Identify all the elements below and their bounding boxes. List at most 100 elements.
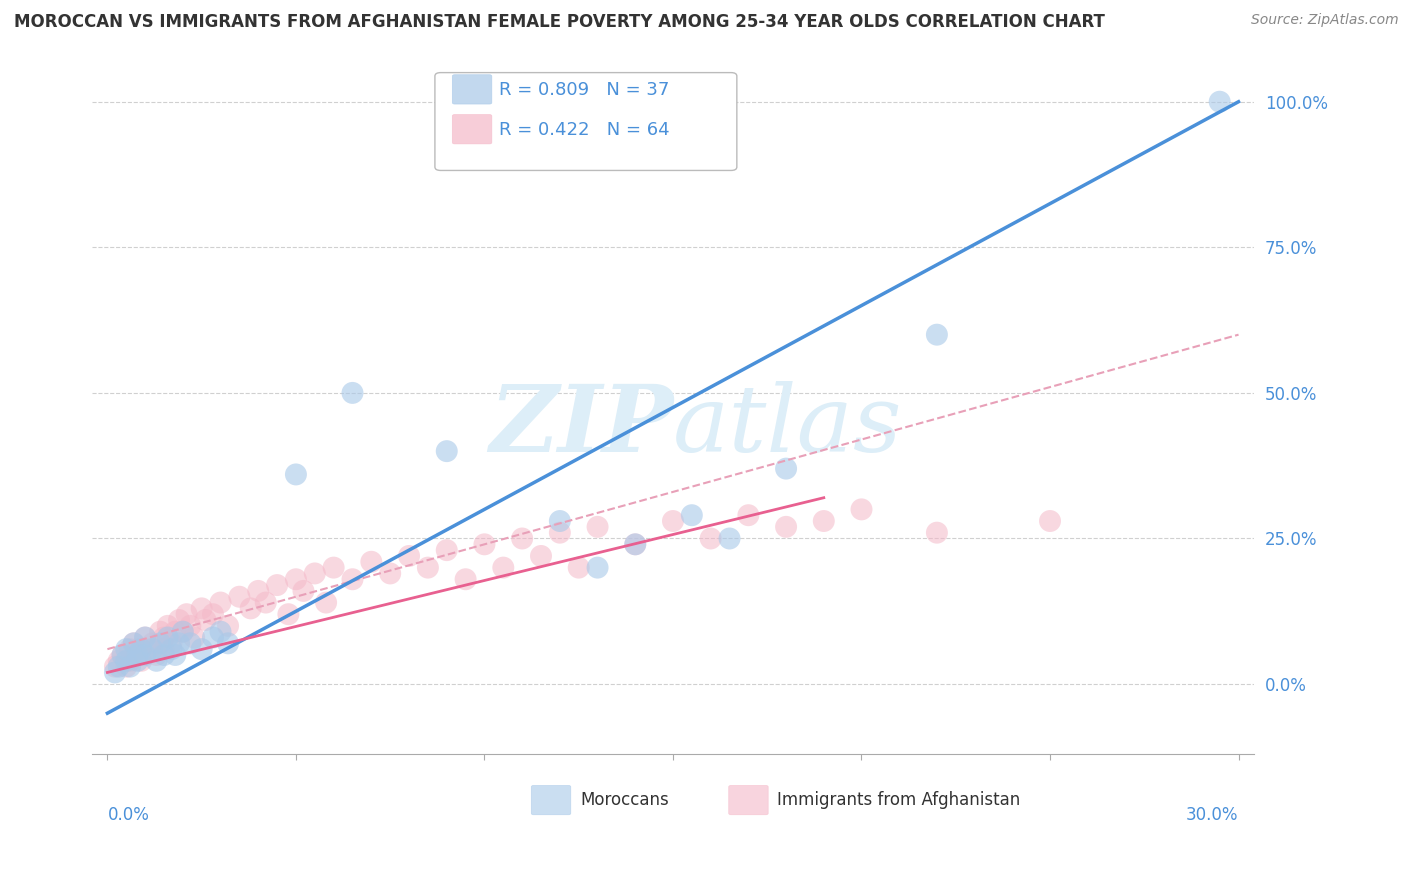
Point <box>925 327 948 342</box>
Point <box>134 631 156 645</box>
Text: R = 0.422   N = 64: R = 0.422 N = 64 <box>499 121 669 139</box>
FancyBboxPatch shape <box>531 786 571 814</box>
Point <box>510 532 533 546</box>
Point <box>165 624 187 639</box>
Point <box>111 648 134 662</box>
Point <box>360 555 382 569</box>
Point <box>681 508 703 523</box>
Text: 30.0%: 30.0% <box>1187 806 1239 824</box>
Point <box>1039 514 1062 528</box>
Point <box>167 636 190 650</box>
Point <box>548 514 571 528</box>
Point <box>107 659 129 673</box>
Point <box>134 648 156 662</box>
Point <box>172 624 194 639</box>
Text: Moroccans: Moroccans <box>581 791 669 809</box>
Point <box>118 654 141 668</box>
Point <box>201 607 224 622</box>
Point <box>111 648 134 662</box>
Point <box>165 648 187 662</box>
Point <box>586 520 609 534</box>
Point <box>172 624 194 639</box>
Point <box>142 636 165 650</box>
Text: Immigrants from Afghanistan: Immigrants from Afghanistan <box>778 791 1021 809</box>
Point <box>153 648 176 662</box>
Point <box>115 642 138 657</box>
Point <box>156 619 179 633</box>
Point <box>315 596 337 610</box>
Text: MOROCCAN VS IMMIGRANTS FROM AFGHANISTAN FEMALE POVERTY AMONG 25-34 YEAR OLDS COR: MOROCCAN VS IMMIGRANTS FROM AFGHANISTAN … <box>14 13 1105 31</box>
Point <box>813 514 835 528</box>
Point <box>115 654 138 668</box>
Point <box>127 648 149 662</box>
Point <box>160 636 183 650</box>
Text: Source: ZipAtlas.com: Source: ZipAtlas.com <box>1251 13 1399 28</box>
Point <box>127 642 149 657</box>
Point <box>737 508 759 523</box>
Point <box>416 560 439 574</box>
Point <box>127 654 149 668</box>
Point <box>190 601 212 615</box>
Point <box>183 631 205 645</box>
Point <box>380 566 402 581</box>
Point <box>131 654 153 668</box>
Point <box>718 532 741 546</box>
Point <box>107 654 129 668</box>
Point <box>122 636 145 650</box>
Point <box>142 642 165 657</box>
Point <box>699 532 721 546</box>
Point <box>342 385 364 400</box>
Point <box>436 543 458 558</box>
Point <box>190 642 212 657</box>
Point <box>149 636 172 650</box>
Point <box>239 601 262 615</box>
Point <box>131 642 153 657</box>
Point <box>179 619 201 633</box>
FancyBboxPatch shape <box>434 72 737 170</box>
Text: R = 0.809   N = 37: R = 0.809 N = 37 <box>499 81 669 99</box>
Point <box>104 659 127 673</box>
Text: 0.0%: 0.0% <box>107 806 149 824</box>
Point <box>138 642 160 657</box>
Point <box>454 572 477 586</box>
Point <box>153 642 176 657</box>
Point <box>217 636 239 650</box>
Point <box>624 537 647 551</box>
Point <box>662 514 685 528</box>
Point <box>775 461 797 475</box>
Point <box>266 578 288 592</box>
FancyBboxPatch shape <box>453 114 492 144</box>
Point <box>342 572 364 586</box>
Point <box>228 590 250 604</box>
Point <box>179 636 201 650</box>
Point <box>292 583 315 598</box>
Point <box>586 560 609 574</box>
Point <box>322 560 344 574</box>
Point <box>209 624 232 639</box>
Point <box>118 642 141 657</box>
Point <box>436 444 458 458</box>
Point <box>153 631 176 645</box>
Point <box>277 607 299 622</box>
Point <box>134 631 156 645</box>
Point <box>176 607 198 622</box>
Point <box>304 566 326 581</box>
Point <box>851 502 873 516</box>
Point <box>1208 95 1230 109</box>
Point <box>122 636 145 650</box>
Point <box>104 665 127 680</box>
Point <box>201 631 224 645</box>
Point <box>624 537 647 551</box>
Point <box>474 537 496 551</box>
Point <box>284 467 307 482</box>
Point <box>149 624 172 639</box>
Point <box>167 613 190 627</box>
Point <box>284 572 307 586</box>
Point <box>118 659 141 673</box>
Point <box>530 549 553 563</box>
Point <box>254 596 277 610</box>
Text: atlas: atlas <box>673 381 903 470</box>
Point <box>775 520 797 534</box>
Point <box>145 654 167 668</box>
FancyBboxPatch shape <box>453 75 492 104</box>
